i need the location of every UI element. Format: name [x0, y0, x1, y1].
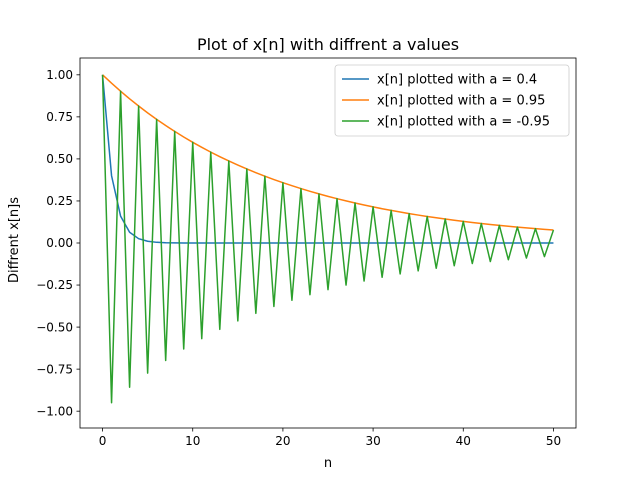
- x-tick-label-1: 10: [185, 434, 200, 448]
- series-line-0: [101, 74, 554, 244]
- legend-box: [334, 64, 570, 137]
- y-tick-label-7: 0.75: [46, 110, 73, 124]
- chart-title: Plot of x[n] with diffrent a values: [197, 35, 459, 54]
- plot-area: 0 10 20 30 40 50 −1.00 −0.75 −0.50 −0.25 0.00 0.25 0…: [36, 57, 577, 448]
- x-tick-label-4: 40: [456, 434, 471, 448]
- y-tick-label-1: −0.75: [36, 362, 73, 376]
- x-tick-label-5: 50: [546, 434, 561, 448]
- series-line-1: [102, 74, 554, 231]
- x-tick-label-3: 30: [365, 434, 380, 448]
- y-tick-label-6: 0.50: [46, 152, 73, 166]
- x-axis-label: n: [324, 456, 332, 471]
- legend-entry-2: x[n] plotted with a = -0.95: [377, 115, 550, 130]
- series-line-2: [101, 74, 555, 404]
- legend-entry-0: x[n] plotted with a = 0.4: [377, 73, 537, 88]
- x-tick-label-2: 20: [275, 434, 290, 448]
- y-tick-label-5: 0.25: [46, 194, 73, 208]
- legend: x[n] plotted with a = 0.4 x[n] plotted wi…: [334, 64, 570, 137]
- y-tick-label-0: −1.00: [36, 404, 73, 418]
- y-tick-label-4: 0.00: [46, 236, 73, 250]
- x-tick-label-0: 0: [99, 434, 107, 448]
- y-tick-label-2: −0.50: [36, 320, 73, 334]
- y-tick-label-8: 1.00: [46, 68, 73, 82]
- legend-entry-1: x[n] plotted with a = 0.95: [377, 94, 545, 109]
- y-axis-label: Diffrent x[n]s: [7, 197, 22, 283]
- y-tick-label-3: −0.25: [36, 278, 73, 292]
